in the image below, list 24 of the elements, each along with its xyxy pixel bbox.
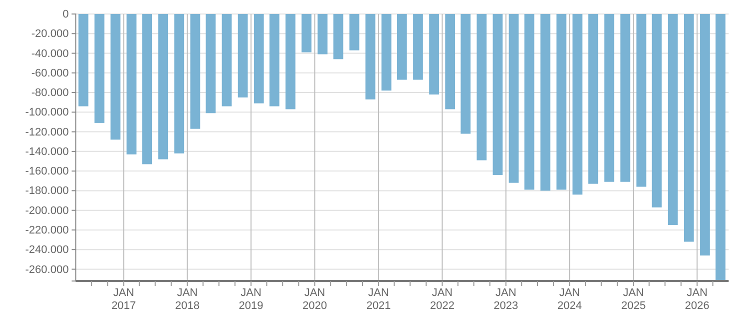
y-tick-label: -60.000 — [31, 67, 69, 80]
y-tick-label: -120.000 — [25, 126, 69, 138]
x-tick-label: JAN 2023 — [494, 287, 518, 312]
y-tick-label: -180.000 — [25, 185, 69, 198]
y-tick-label: -220.000 — [25, 224, 69, 236]
y-tick-label: -260.000 — [25, 264, 69, 276]
y-tick-label: -160.000 — [25, 166, 69, 178]
y-tick-label: -140.000 — [25, 146, 69, 158]
y-tick-label: -100.000 — [25, 106, 69, 119]
x-tick-label: JAN 2017 — [111, 287, 136, 312]
y-tick-label: -200.000 — [25, 204, 69, 217]
y-tick-label: -240.000 — [25, 244, 69, 256]
x-tick-label: JAN 2024 — [557, 287, 582, 312]
x-tick-label: JAN 2026 — [684, 287, 710, 312]
y-tick-label: -80.000 — [31, 87, 69, 100]
x-tick-label: JAN 2021 — [366, 287, 391, 312]
x-tick-label: JAN 2020 — [302, 287, 327, 312]
x-tick-label: JAN 2018 — [175, 287, 200, 312]
y-tick-label: -40.000 — [31, 48, 69, 60]
y-tick-label: 0 — [62, 8, 69, 21]
y-tick-label: -20.000 — [31, 28, 69, 40]
x-tick-label: JAN 2019 — [238, 287, 264, 312]
x-tick-label: JAN 2022 — [430, 287, 454, 312]
x-tick-label: JAN 2025 — [621, 287, 646, 312]
